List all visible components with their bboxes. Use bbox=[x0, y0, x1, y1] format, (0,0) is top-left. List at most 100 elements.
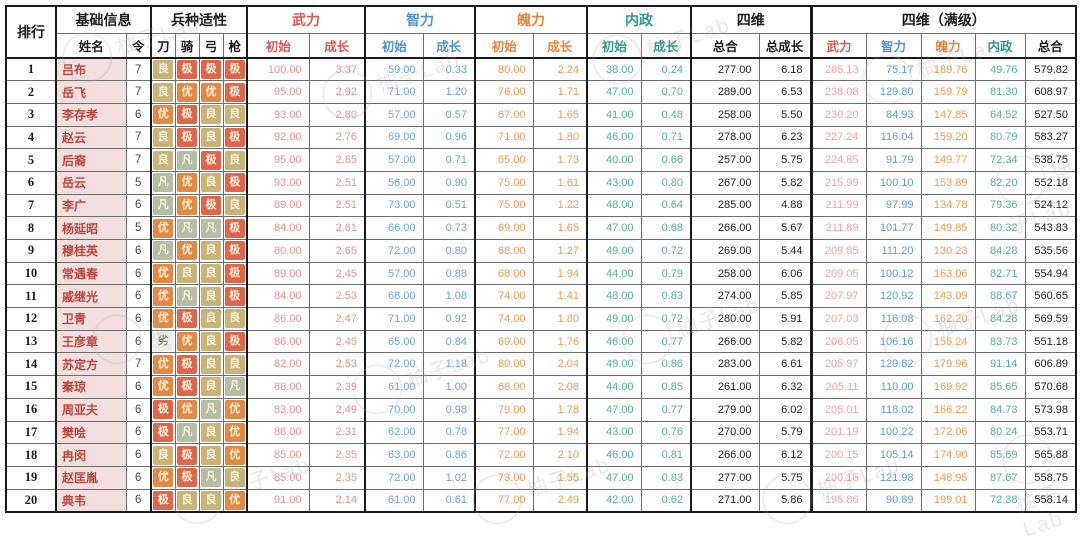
command-cell: 5 bbox=[125, 170, 152, 195]
name-cell: 秦琼 bbox=[55, 375, 127, 399]
rank-cell: 10 bbox=[5, 261, 57, 286]
max-stat-cell: 91.79 bbox=[865, 148, 922, 172]
stat-cell: 67.00 bbox=[474, 102, 534, 127]
rank-cell: 6 bbox=[5, 170, 57, 195]
aptitude-grade: 极 bbox=[177, 377, 197, 397]
aptitude-grade: 良 bbox=[201, 445, 221, 465]
aptitude-cell: 良 bbox=[198, 261, 224, 286]
table-row: 13 王彦章 6 劣优良极 86.00 2.45 65.00 0.84 69.00 1.76 46.… bbox=[5, 329, 1077, 354]
max-stat-cell: 101.77 bbox=[865, 216, 922, 240]
max-stat-cell: 174.90 bbox=[920, 443, 976, 467]
aptitude-cell: 凡 bbox=[198, 216, 224, 240]
stat-cell: 0.51 bbox=[422, 193, 476, 218]
stat-cell: 77.00 bbox=[474, 420, 534, 445]
max-stat-cell: 129.82 bbox=[865, 352, 922, 377]
stat-cell: 0.80 bbox=[640, 170, 692, 195]
max-stat-cell: 211.99 bbox=[809, 193, 867, 218]
rank-cell: 15 bbox=[5, 375, 57, 399]
stat-cell: 65.00 bbox=[364, 329, 424, 354]
aptitude-cell: 良 bbox=[222, 102, 248, 127]
max-stat-cell: 153.89 bbox=[920, 170, 976, 195]
max-stat-cell: 211.89 bbox=[809, 216, 867, 240]
header-force: 武力 bbox=[246, 5, 366, 34]
total-growth-cell: 5.67 bbox=[758, 216, 812, 240]
stat-cell: 1.94 bbox=[532, 261, 588, 286]
stat-cell: 40.00 bbox=[586, 148, 642, 172]
stat-cell: 68.00 bbox=[474, 375, 534, 399]
stat-cell: 44.00 bbox=[586, 375, 642, 399]
stat-cell: 47.00 bbox=[586, 216, 642, 240]
total-cell: 258.00 bbox=[690, 102, 760, 127]
aptitude-grade: 极 bbox=[153, 400, 174, 420]
stat-cell: 49.00 bbox=[586, 307, 642, 331]
total-growth-cell: 5.44 bbox=[758, 239, 812, 263]
stat-cell: 0.98 bbox=[422, 397, 476, 422]
stat-cell: 72.00 bbox=[364, 352, 424, 377]
total-growth-cell: 5.85 bbox=[758, 284, 812, 309]
aptitude-cell: 优 bbox=[174, 329, 200, 354]
aptitude-cell: 极 bbox=[222, 239, 248, 263]
max-stat-cell: 527.50 bbox=[1024, 102, 1077, 127]
total-cell: 277.00 bbox=[690, 57, 760, 82]
total-cell: 280.00 bbox=[690, 307, 760, 331]
stat-cell: 69.00 bbox=[474, 329, 534, 354]
max-stat-cell: 106.16 bbox=[865, 329, 922, 354]
table-header: 排行 基础信息 兵种适性 武力 智力 魄力 内政 四维 四维（满级） 姓名 令 … bbox=[5, 5, 1077, 59]
header-int-growth: 成长 bbox=[422, 32, 476, 59]
aptitude-cell: 良 bbox=[198, 284, 224, 309]
rank-cell: 7 bbox=[5, 193, 57, 218]
aptitude-grade: 良 bbox=[224, 105, 245, 125]
aptitude-grade: 优 bbox=[177, 400, 197, 420]
max-stat-cell: 524.12 bbox=[1024, 193, 1077, 218]
stat-cell: 43.00 bbox=[586, 420, 642, 445]
max-stat-cell: 84.28 bbox=[974, 239, 1026, 263]
hero-ranking-table-wrap: 排行 基础信息 兵种适性 武力 智力 魄力 内政 四维 四维（满级） 姓名 令 … bbox=[5, 5, 1078, 513]
name-cell: 岳云 bbox=[55, 170, 127, 195]
table-row: 1 吕布 7 良极极极 100.00 3.37 59.00 0.33 80.00 2.24 38.0… bbox=[5, 57, 1077, 82]
stat-cell: 77.00 bbox=[474, 488, 534, 513]
aptitude-grade: 优 bbox=[177, 173, 197, 193]
stat-cell: 65.00 bbox=[474, 148, 534, 172]
total-growth-cell: 4.88 bbox=[758, 193, 812, 218]
max-stat-cell: 569.59 bbox=[1024, 307, 1077, 331]
aptitude-grade: 凡 bbox=[177, 286, 197, 306]
max-stat-cell: 110.00 bbox=[865, 375, 922, 399]
aptitude-cell: 优 bbox=[222, 488, 248, 513]
max-stat-cell: 207.03 bbox=[809, 307, 867, 331]
total-cell: 266.00 bbox=[690, 443, 760, 467]
name-cell: 卫青 bbox=[55, 307, 127, 331]
max-stat-cell: 579.82 bbox=[1024, 57, 1077, 82]
stat-cell: 68.00 bbox=[364, 284, 424, 309]
aptitude-grade: 优 bbox=[224, 490, 245, 510]
total-growth-cell: 5.50 bbox=[758, 102, 812, 127]
aptitude-grade: 良 bbox=[153, 60, 174, 80]
stat-cell: 0.62 bbox=[640, 488, 692, 513]
aptitude-grade: 优 bbox=[153, 309, 174, 329]
max-stat-cell: 224.85 bbox=[809, 148, 867, 172]
aptitude-grade: 凡 bbox=[177, 218, 197, 238]
max-stat-cell: 49.76 bbox=[974, 57, 1026, 82]
aptitude-cell: 良 bbox=[150, 57, 176, 82]
table-row: 18 冉闵 6 良极良优 85.00 2.35 63.00 0.86 72.00 2.10 46.0… bbox=[5, 443, 1077, 467]
aptitude-cell: 良 bbox=[150, 148, 176, 172]
max-stat-cell: 227.24 bbox=[809, 125, 867, 150]
max-stat-cell: 64.52 bbox=[974, 102, 1026, 127]
max-stat-cell: 120.92 bbox=[865, 284, 922, 309]
aptitude-grade: 极 bbox=[153, 422, 174, 442]
aptitude-grade: 良 bbox=[177, 490, 197, 510]
stat-cell: 2.04 bbox=[532, 352, 588, 377]
max-stat-cell: 80.24 bbox=[974, 420, 1026, 445]
stat-cell: 42.00 bbox=[586, 488, 642, 513]
stat-cell: 1.22 bbox=[532, 193, 588, 218]
name-cell: 周亚夫 bbox=[55, 397, 127, 422]
max-stat-cell: 199.01 bbox=[920, 488, 976, 513]
command-cell: 6 bbox=[125, 284, 152, 309]
stat-cell: 68.00 bbox=[474, 261, 534, 286]
name-cell: 赵云 bbox=[55, 125, 127, 150]
aptitude-grade: 优 bbox=[153, 468, 174, 488]
aptitude-cell: 极 bbox=[174, 102, 200, 127]
stat-cell: 89.00 bbox=[246, 193, 310, 218]
max-stat-cell: 195.86 bbox=[809, 488, 867, 513]
header-force-growth: 成长 bbox=[308, 32, 366, 59]
max-stat-cell: 116.08 bbox=[865, 307, 922, 331]
